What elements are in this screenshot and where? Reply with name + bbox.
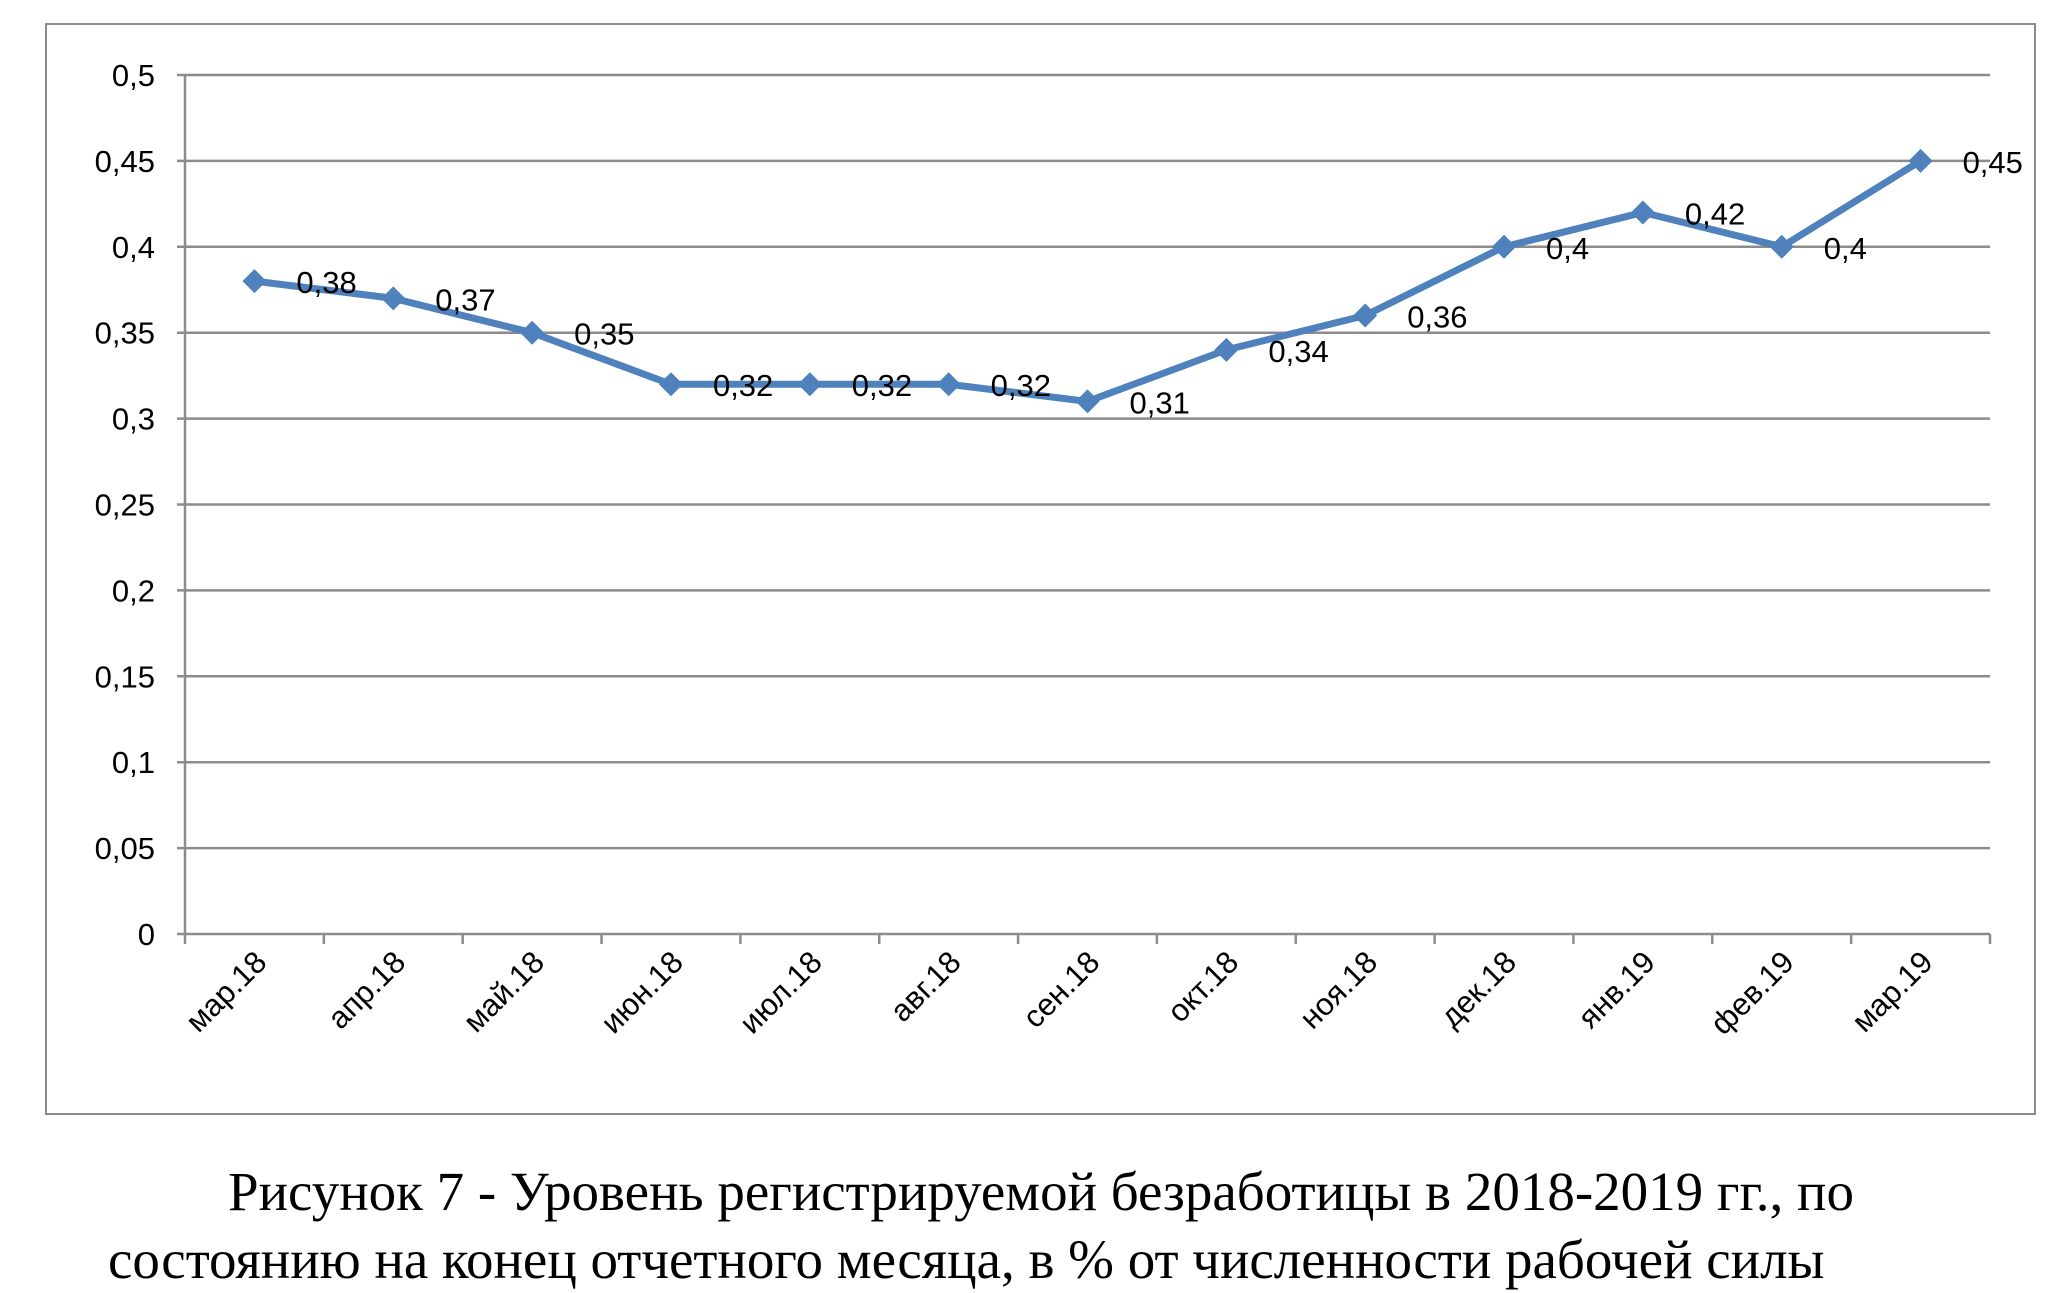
data-point-marker	[1214, 337, 1239, 362]
data-label: 0,4	[1824, 231, 1867, 266]
y-tick-label: 0,25	[95, 488, 155, 523]
data-label: 0,35	[574, 317, 634, 352]
chart-frame	[45, 23, 2036, 1115]
data-point-marker	[1630, 200, 1655, 225]
y-tick-label: 0,35	[95, 316, 155, 351]
data-label: 0,45	[1963, 145, 2023, 180]
data-label: 0,32	[713, 368, 773, 403]
data-point-marker	[1492, 234, 1517, 259]
y-tick-label: 0,3	[112, 402, 155, 437]
data-label: 0,36	[1407, 300, 1467, 335]
data-point-marker	[242, 269, 267, 294]
data-point-marker	[1075, 389, 1100, 414]
data-point-marker	[520, 320, 545, 345]
y-tick-label: 0,05	[95, 831, 155, 866]
y-tick-label: 0,4	[112, 230, 155, 265]
data-point-marker	[797, 372, 822, 397]
figure-caption-line-2: состоянию на конец отчетного месяца, в %…	[108, 1229, 1825, 1290]
data-point-marker	[658, 372, 683, 397]
data-point-marker	[1908, 148, 1933, 173]
data-label: 0,4	[1546, 231, 1589, 266]
data-point-marker	[1769, 234, 1794, 259]
y-tick-label: 0,15	[95, 659, 155, 694]
y-tick-label: 0,1	[112, 745, 155, 780]
data-point-marker	[1353, 303, 1378, 328]
y-tick-label: 0,2	[112, 573, 155, 608]
data-label: 0,42	[1685, 196, 1745, 231]
data-label: 0,32	[852, 368, 912, 403]
data-label: 0,34	[1268, 334, 1328, 369]
y-tick-label: 0,45	[95, 144, 155, 179]
data-label: 0,31	[1130, 385, 1190, 420]
data-label: 0,38	[296, 265, 356, 300]
y-tick-label: 0,5	[112, 58, 155, 93]
data-label: 0,37	[435, 282, 495, 317]
data-point-marker	[936, 372, 961, 397]
data-point-marker	[381, 286, 406, 311]
data-label: 0,32	[991, 368, 1051, 403]
figure-caption-line-1: Рисунок 7 - Уровень регистрируемой безра…	[228, 1161, 1854, 1222]
y-tick-label: 0	[138, 917, 155, 952]
